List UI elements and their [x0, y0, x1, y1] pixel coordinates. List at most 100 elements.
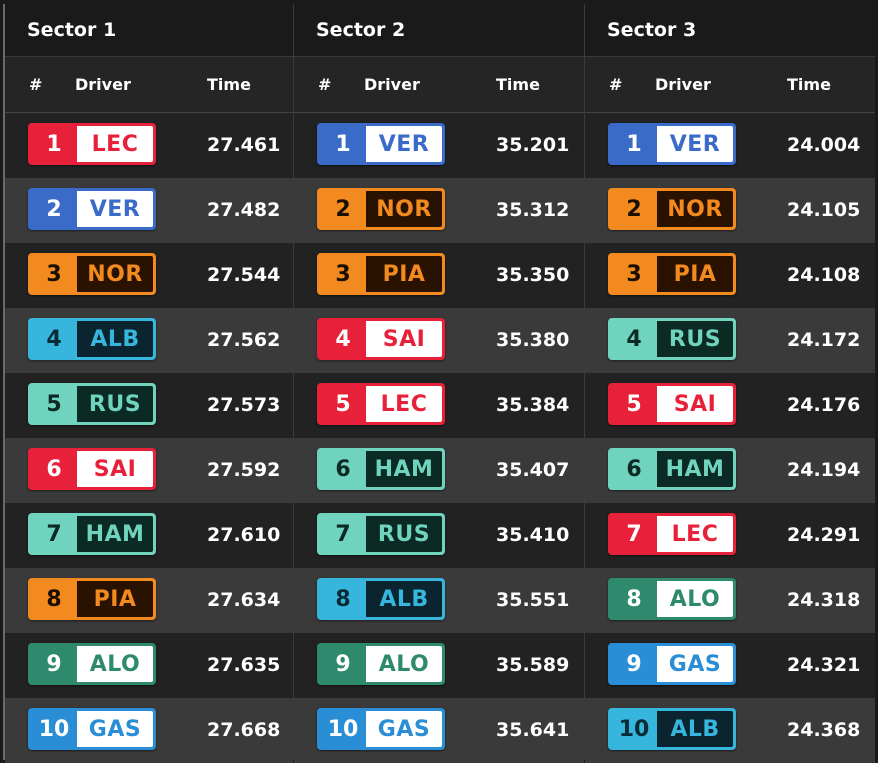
- position-number: 7: [626, 521, 642, 547]
- driver-badge: 6 SAI: [28, 448, 156, 490]
- driver-badge: 5 SAI: [608, 383, 736, 425]
- sector-title: Sector 1: [5, 4, 293, 57]
- table-row[interactable]: 6 SAI 27.592: [5, 438, 293, 503]
- sector-time: 35.551: [496, 589, 570, 611]
- sector-time: 24.291: [787, 524, 861, 546]
- table-row[interactable]: 7 LEC 24.291: [585, 503, 875, 568]
- column-headers: # Driver Time: [5, 57, 293, 113]
- table-row[interactable]: 1 LEC 27.461: [5, 113, 293, 178]
- position-number: 6: [626, 456, 642, 482]
- position-number: 8: [46, 586, 62, 612]
- sector-times-board: Sector 1 # Driver Time 1 LEC 27.461 2 VER 27.…: [3, 4, 875, 763]
- table-row[interactable]: 5 LEC 35.384: [294, 373, 584, 438]
- driver-badge: 3 PIA: [608, 253, 736, 295]
- sector-time: 27.573: [207, 394, 281, 416]
- table-row[interactable]: 5 RUS 27.573: [5, 373, 293, 438]
- sector-time: 35.410: [496, 524, 570, 546]
- driver-code: LEC: [77, 126, 153, 162]
- sector-time: 35.312: [496, 199, 570, 221]
- driver-code: ALO: [366, 646, 442, 682]
- sector-title: Sector 3: [585, 4, 875, 57]
- column-headers: # Driver Time: [294, 57, 584, 113]
- position-number: 9: [335, 651, 351, 677]
- driver-badge: 7 LEC: [608, 513, 736, 555]
- sector-time: 24.194: [787, 459, 861, 481]
- table-row[interactable]: 7 HAM 27.610: [5, 503, 293, 568]
- sector-time: 35.407: [496, 459, 570, 481]
- position-number: 1: [335, 131, 351, 157]
- sector-time: 27.482: [207, 199, 281, 221]
- sector-rows: 1 VER 35.201 2 NOR 35.312 3 PIA 35.350 4 SAI 35.380…: [294, 113, 584, 763]
- position-number: 7: [335, 521, 351, 547]
- sector-time: 35.641: [496, 719, 570, 741]
- sector-time: 27.461: [207, 134, 281, 156]
- driver-badge: 10 ALB: [608, 708, 736, 750]
- table-row[interactable]: 6 HAM 24.194: [585, 438, 875, 503]
- table-row[interactable]: 8 ALB 35.551: [294, 568, 584, 633]
- header-position: #: [609, 75, 623, 94]
- table-row[interactable]: 9 ALO 27.635: [5, 633, 293, 698]
- driver-code: VER: [366, 126, 442, 162]
- table-row[interactable]: 3 PIA 35.350: [294, 243, 584, 308]
- driver-badge: 9 ALO: [317, 643, 445, 685]
- sector-panel: Sector 3 # Driver Time 1 VER 24.004 2 NOR 24.…: [584, 4, 875, 763]
- table-row[interactable]: 1 VER 24.004: [585, 113, 875, 178]
- position-number: 2: [626, 196, 642, 222]
- driver-code: ALO: [657, 581, 733, 617]
- table-row[interactable]: 2 NOR 24.105: [585, 178, 875, 243]
- sector-time: 27.634: [207, 589, 281, 611]
- driver-code: LEC: [366, 386, 442, 422]
- position-number: 9: [46, 651, 62, 677]
- table-row[interactable]: 8 PIA 27.634: [5, 568, 293, 633]
- table-row[interactable]: 9 GAS 24.321: [585, 633, 875, 698]
- sector-time: 27.592: [207, 459, 281, 481]
- sector-time: 24.105: [787, 199, 861, 221]
- sector-time: 27.610: [207, 524, 281, 546]
- sector-panel: Sector 1 # Driver Time 1 LEC 27.461 2 VER 27.…: [3, 4, 293, 763]
- driver-badge: 7 RUS: [317, 513, 445, 555]
- sector-time: 24.172: [787, 329, 861, 351]
- table-row[interactable]: 10 ALB 24.368: [585, 698, 875, 763]
- sector-time: 24.318: [787, 589, 861, 611]
- table-row[interactable]: 3 NOR 27.544: [5, 243, 293, 308]
- driver-code: PIA: [366, 256, 442, 292]
- driver-code: SAI: [657, 386, 733, 422]
- table-row[interactable]: 4 ALB 27.562: [5, 308, 293, 373]
- driver-code: PIA: [657, 256, 733, 292]
- driver-badge: 8 PIA: [28, 578, 156, 620]
- table-row[interactable]: 2 VER 27.482: [5, 178, 293, 243]
- sector-title: Sector 2: [294, 4, 584, 57]
- table-row[interactable]: 6 HAM 35.407: [294, 438, 584, 503]
- driver-badge: 2 NOR: [317, 188, 445, 230]
- driver-badge: 4 RUS: [608, 318, 736, 360]
- table-row[interactable]: 5 SAI 24.176: [585, 373, 875, 438]
- position-number: 4: [46, 326, 62, 352]
- driver-code: RUS: [77, 386, 153, 422]
- position-number: 5: [46, 391, 62, 417]
- driver-badge: 10 GAS: [28, 708, 156, 750]
- sector-time: 27.635: [207, 654, 281, 676]
- sector-time: 35.589: [496, 654, 570, 676]
- driver-badge: 1 VER: [317, 123, 445, 165]
- sector-time: 35.350: [496, 264, 570, 286]
- driver-badge: 5 LEC: [317, 383, 445, 425]
- sector-time: 24.368: [787, 719, 861, 741]
- table-row[interactable]: 7 RUS 35.410: [294, 503, 584, 568]
- driver-code: VER: [657, 126, 733, 162]
- table-row[interactable]: 10 GAS 35.641: [294, 698, 584, 763]
- table-row[interactable]: 8 ALO 24.318: [585, 568, 875, 633]
- table-row[interactable]: 1 VER 35.201: [294, 113, 584, 178]
- position-number: 4: [335, 326, 351, 352]
- table-row[interactable]: 3 PIA 24.108: [585, 243, 875, 308]
- table-row[interactable]: 4 SAI 35.380: [294, 308, 584, 373]
- table-row[interactable]: 10 GAS 27.668: [5, 698, 293, 763]
- table-row[interactable]: 2 NOR 35.312: [294, 178, 584, 243]
- sector-time: 35.380: [496, 329, 570, 351]
- position-number: 6: [46, 456, 62, 482]
- driver-code: GAS: [657, 646, 733, 682]
- driver-code: ALB: [77, 321, 153, 357]
- table-row[interactable]: 4 RUS 24.172: [585, 308, 875, 373]
- driver-badge: 4 ALB: [28, 318, 156, 360]
- table-row[interactable]: 9 ALO 35.589: [294, 633, 584, 698]
- sector-time: 27.544: [207, 264, 281, 286]
